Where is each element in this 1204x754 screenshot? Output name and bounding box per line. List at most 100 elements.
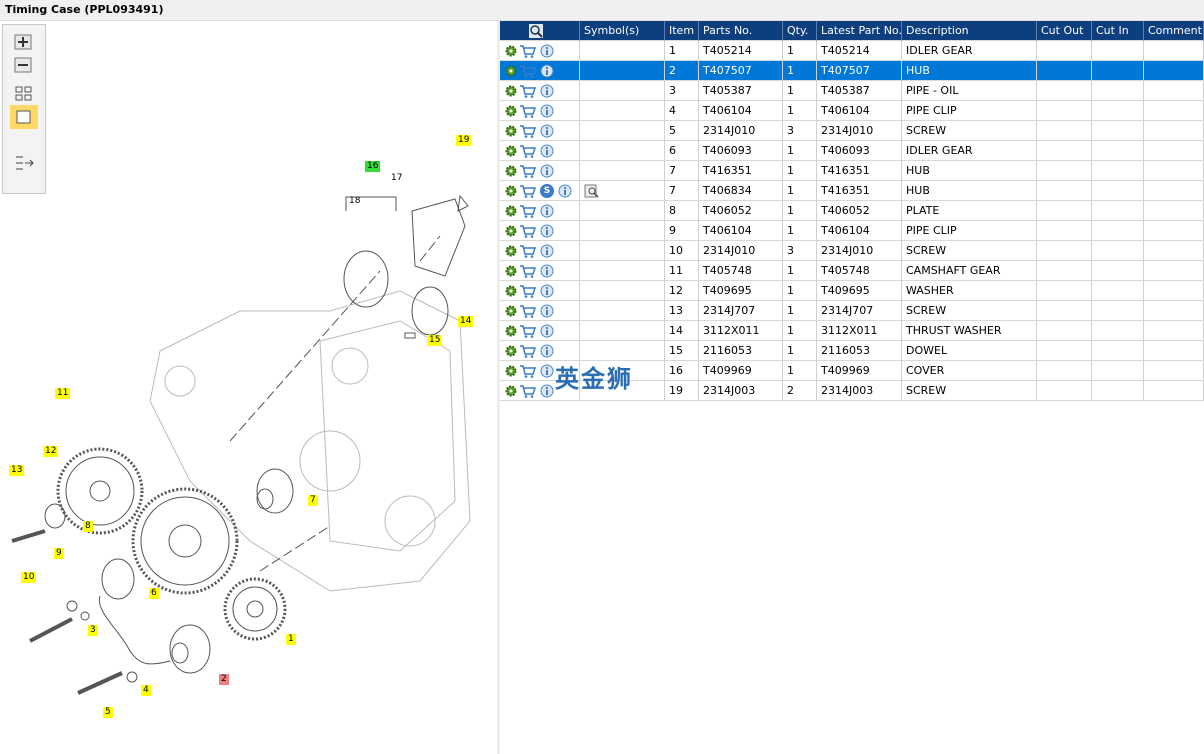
row-actions[interactable] xyxy=(500,81,580,101)
empty-cell[interactable] xyxy=(1092,61,1144,81)
column-header[interactable]: Symbol(s) xyxy=(580,21,665,41)
callout-label[interactable]: 17 xyxy=(391,173,403,183)
table-cell[interactable]: 1 xyxy=(783,321,817,341)
callout-label[interactable]: 15 xyxy=(427,335,443,346)
table-cell[interactable]: T409969 xyxy=(817,361,902,381)
row-actions[interactable] xyxy=(500,101,580,121)
row-actions[interactable] xyxy=(500,321,580,341)
zoom-in-button[interactable] xyxy=(14,34,32,50)
empty-cell[interactable] xyxy=(1144,141,1204,161)
table-cell[interactable]: SCREW xyxy=(902,241,1037,261)
empty-cell[interactable] xyxy=(1037,61,1092,81)
symbol-cell[interactable] xyxy=(580,361,665,381)
empty-cell[interactable] xyxy=(1144,221,1204,241)
symbol-cell[interactable] xyxy=(580,321,665,341)
empty-cell[interactable] xyxy=(1092,281,1144,301)
column-header[interactable]: Comment xyxy=(1144,21,1204,41)
symbol-cell[interactable] xyxy=(580,301,665,321)
table-cell[interactable]: 2 xyxy=(665,61,699,81)
table-cell[interactable]: 1 xyxy=(783,41,817,61)
empty-cell[interactable] xyxy=(1037,321,1092,341)
table-cell[interactable]: T406052 xyxy=(817,201,902,221)
table-cell[interactable]: 2314J707 xyxy=(817,301,902,321)
callout-label[interactable]: 5 xyxy=(103,707,113,718)
empty-cell[interactable] xyxy=(1144,321,1204,341)
empty-cell[interactable] xyxy=(1037,181,1092,201)
table-cell[interactable]: 10 xyxy=(665,241,699,261)
empty-cell[interactable] xyxy=(1144,161,1204,181)
callout-label[interactable]: 9 xyxy=(54,548,64,559)
empty-cell[interactable] xyxy=(1144,341,1204,361)
callout-label[interactable]: 2 xyxy=(219,674,229,685)
symbol-cell[interactable] xyxy=(580,61,665,81)
table-cell[interactable]: 14 xyxy=(665,321,699,341)
row-actions[interactable] xyxy=(500,241,580,261)
empty-cell[interactable] xyxy=(1037,81,1092,101)
row-actions[interactable] xyxy=(500,201,580,221)
empty-cell[interactable] xyxy=(1144,241,1204,261)
empty-cell[interactable] xyxy=(1092,201,1144,221)
table-cell[interactable]: T405748 xyxy=(817,261,902,281)
row-actions[interactable] xyxy=(500,281,580,301)
empty-cell[interactable] xyxy=(1092,261,1144,281)
table-cell[interactable]: PLATE xyxy=(902,201,1037,221)
table-cell[interactable]: 3112X011 xyxy=(817,321,902,341)
empty-cell[interactable] xyxy=(1092,81,1144,101)
table-cell[interactable]: 2116053 xyxy=(699,341,783,361)
table-cell[interactable]: 2116053 xyxy=(817,341,902,361)
symbol-cell[interactable] xyxy=(580,81,665,101)
table-cell[interactable]: 1 xyxy=(783,261,817,281)
table-cell[interactable]: 6 xyxy=(665,141,699,161)
table-cell[interactable]: 3112X011 xyxy=(699,321,783,341)
empty-cell[interactable] xyxy=(1037,101,1092,121)
symbol-cell[interactable] xyxy=(580,201,665,221)
row-actions[interactable] xyxy=(500,141,580,161)
table-cell[interactable]: T406104 xyxy=(699,101,783,121)
table-cell[interactable]: 1 xyxy=(783,301,817,321)
empty-cell[interactable] xyxy=(1037,341,1092,361)
table-cell[interactable]: T406834 xyxy=(699,181,783,201)
empty-cell[interactable] xyxy=(1092,181,1144,201)
row-actions[interactable] xyxy=(500,61,580,81)
table-cell[interactable]: 13 xyxy=(665,301,699,321)
header-search[interactable] xyxy=(500,21,580,41)
table-cell[interactable]: 5 xyxy=(665,121,699,141)
empty-cell[interactable] xyxy=(1092,301,1144,321)
table-cell[interactable]: 2314J010 xyxy=(817,241,902,261)
empty-cell[interactable] xyxy=(1144,381,1204,401)
empty-cell[interactable] xyxy=(1092,161,1144,181)
table-cell[interactable]: 19 xyxy=(665,381,699,401)
table-cell[interactable]: 3 xyxy=(783,121,817,141)
table-cell[interactable]: DOWEL xyxy=(902,341,1037,361)
table-cell[interactable]: 1 xyxy=(783,161,817,181)
table-cell[interactable]: CAMSHAFT GEAR xyxy=(902,261,1037,281)
table-cell[interactable]: THRUST WASHER xyxy=(902,321,1037,341)
table-cell[interactable]: 2 xyxy=(783,381,817,401)
table-cell[interactable]: 15 xyxy=(665,341,699,361)
callout-label[interactable]: 16 xyxy=(365,161,381,172)
symbol-cell[interactable] xyxy=(580,161,665,181)
column-header[interactable]: Cut Out xyxy=(1037,21,1092,41)
table-cell[interactable]: T406052 xyxy=(699,201,783,221)
table-cell[interactable]: IDLER GEAR xyxy=(902,141,1037,161)
empty-cell[interactable] xyxy=(1037,261,1092,281)
table-cell[interactable]: T406104 xyxy=(817,221,902,241)
table-cell[interactable]: 12 xyxy=(665,281,699,301)
empty-cell[interactable] xyxy=(1144,281,1204,301)
empty-cell[interactable] xyxy=(1144,181,1204,201)
empty-cell[interactable] xyxy=(1037,301,1092,321)
empty-cell[interactable] xyxy=(1092,221,1144,241)
table-cell[interactable]: 11 xyxy=(665,261,699,281)
table-cell[interactable]: T409695 xyxy=(699,281,783,301)
table-cell[interactable]: 8 xyxy=(665,201,699,221)
table-cell[interactable]: T406093 xyxy=(699,141,783,161)
table-cell[interactable]: T406093 xyxy=(817,141,902,161)
table-cell[interactable]: T405214 xyxy=(817,41,902,61)
table-cell[interactable]: COVER xyxy=(902,361,1037,381)
empty-cell[interactable] xyxy=(1037,121,1092,141)
table-cell[interactable]: 3 xyxy=(665,81,699,101)
table-cell[interactable]: 1 xyxy=(783,61,817,81)
empty-cell[interactable] xyxy=(1037,41,1092,61)
symbol-cell[interactable] xyxy=(580,281,665,301)
symbol-cell[interactable] xyxy=(580,41,665,61)
